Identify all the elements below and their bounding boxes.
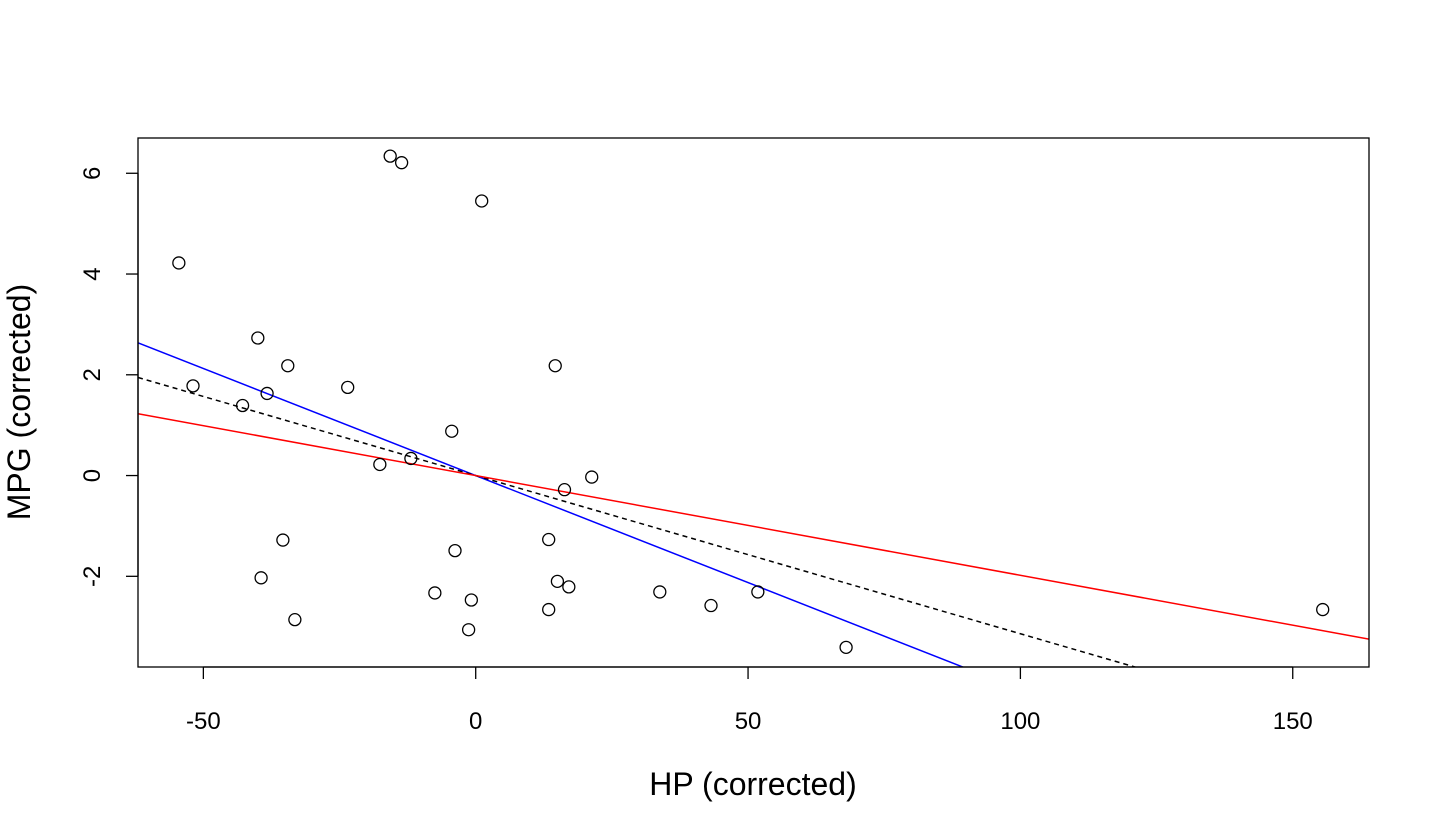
fit-line-1 — [138, 342, 965, 667]
data-point — [404, 451, 418, 466]
data-point — [394, 156, 409, 170]
data-point — [373, 457, 387, 472]
data-point — [548, 359, 562, 373]
data-point — [281, 359, 295, 373]
fit-line-2 — [138, 376, 1138, 667]
regression-lines — [138, 342, 1369, 667]
data-point — [542, 532, 556, 547]
data-point — [653, 585, 667, 599]
data-point — [251, 331, 265, 345]
data-point — [542, 602, 556, 617]
data-point — [445, 424, 459, 438]
data-point — [341, 380, 355, 395]
y-tick-label: 0 — [79, 469, 106, 482]
data-point — [172, 256, 186, 270]
y-tick-label: 4 — [79, 267, 106, 280]
data-point — [288, 612, 302, 627]
x-tick-label: 50 — [735, 708, 762, 735]
data-point — [235, 398, 250, 413]
data-point — [276, 533, 290, 547]
x-tick-label: -50 — [186, 708, 221, 735]
x-tick-label: 150 — [1273, 708, 1313, 735]
data-point — [550, 574, 565, 589]
data-point — [585, 470, 599, 484]
data-point — [461, 623, 476, 637]
data-point — [751, 585, 765, 599]
data-point — [475, 194, 489, 208]
x-tick-label: 100 — [1000, 708, 1040, 735]
data-point — [448, 543, 462, 558]
data-point — [260, 386, 274, 401]
y-tick-label: 2 — [79, 368, 106, 381]
data-point — [254, 571, 268, 585]
y-axis-title: MPG (corrected) — [1, 284, 37, 520]
x-axis-title: HP (corrected) — [649, 766, 856, 802]
y-axis: -2 0 2 4 6 — [79, 167, 139, 587]
y-tick-label: -2 — [79, 566, 106, 587]
data-point — [557, 483, 572, 497]
x-axis: -50 0 50 100 150 — [186, 666, 1313, 735]
data-point — [186, 379, 200, 393]
fit-line-3 — [138, 412, 1369, 640]
x-tick-label: 0 — [469, 708, 482, 735]
data-point — [562, 580, 576, 594]
data-point — [704, 598, 718, 613]
data-points — [172, 149, 1330, 655]
data-point — [464, 593, 479, 607]
data-point — [1316, 602, 1330, 617]
data-point — [428, 586, 442, 600]
data-point — [839, 640, 853, 655]
y-tick-label: 6 — [79, 167, 106, 180]
data-point — [383, 149, 397, 163]
